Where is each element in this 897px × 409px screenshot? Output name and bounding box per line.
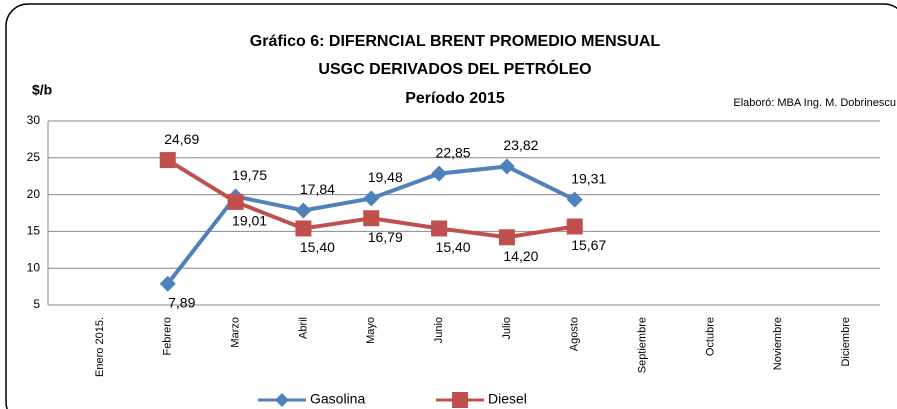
data-label: 14,20 [503,248,538,264]
x-tick-label: Enero 2015. [94,317,106,377]
data-label: 23,82 [503,137,538,153]
marker [498,229,515,246]
data-label: 17,84 [300,181,335,197]
x-tick-label: Agosto [569,317,581,351]
marker [566,218,583,235]
data-label: 15,40 [436,239,471,255]
data-label: 19,48 [368,169,403,185]
x-tick-label: Noviembre [772,317,784,370]
marker [363,210,380,227]
chart-title: Gráfico 6: DIFERNCIAL BRENT PROMEDIO MEN… [250,33,661,50]
y-tick-label: 5 [33,297,40,311]
data-label: 19,75 [232,167,267,183]
x-tick-label: Mayo [365,317,377,344]
data-label: 15,40 [300,239,335,255]
chart-border [5,3,897,409]
chart-title: USGC DERIVADOS DEL PETRÓLEO [318,59,591,78]
chart-title: Período 2015 [405,90,505,107]
data-label: 15,67 [571,237,606,253]
marker [227,193,244,210]
y-axis-label: $/b [32,82,52,98]
x-tick-label: Julio [501,317,513,340]
x-tick-label: Marzo [229,317,241,348]
y-tick-label: 25 [27,150,41,164]
data-label: 22,85 [436,144,471,160]
y-tick-label: 15 [27,224,41,238]
marker [431,165,448,182]
marker [159,152,176,169]
x-tick-label: Diciembre [840,317,852,367]
marker [363,190,380,207]
x-tick-label: Abril [297,317,309,339]
x-tick-label: Octubre [704,317,716,356]
marker [498,158,515,175]
data-label: 19,01 [232,213,267,229]
x-tick-label: Septiembre [636,317,648,373]
data-label: 7,89 [168,294,195,310]
data-label: 19,31 [571,170,606,186]
marker [566,191,583,208]
legend-marker [275,393,289,407]
legend-marker [452,392,468,408]
data-label: 24,69 [164,131,199,147]
y-tick-label: 30 [27,113,41,127]
legend-label: Diesel [488,391,527,407]
y-tick-label: 20 [27,187,41,201]
marker [295,202,312,219]
legend-label: Gasolina [310,391,365,407]
data-label: 16,79 [368,229,403,245]
marker [159,275,176,292]
x-tick-label: Febrero [162,317,174,356]
marker [295,220,312,237]
y-tick-label: 10 [27,260,41,274]
x-tick-label: Junio [433,317,445,343]
annotation: Elaboró: MBA Ing. M. Dobrinescu [733,97,896,109]
marker [431,220,448,237]
